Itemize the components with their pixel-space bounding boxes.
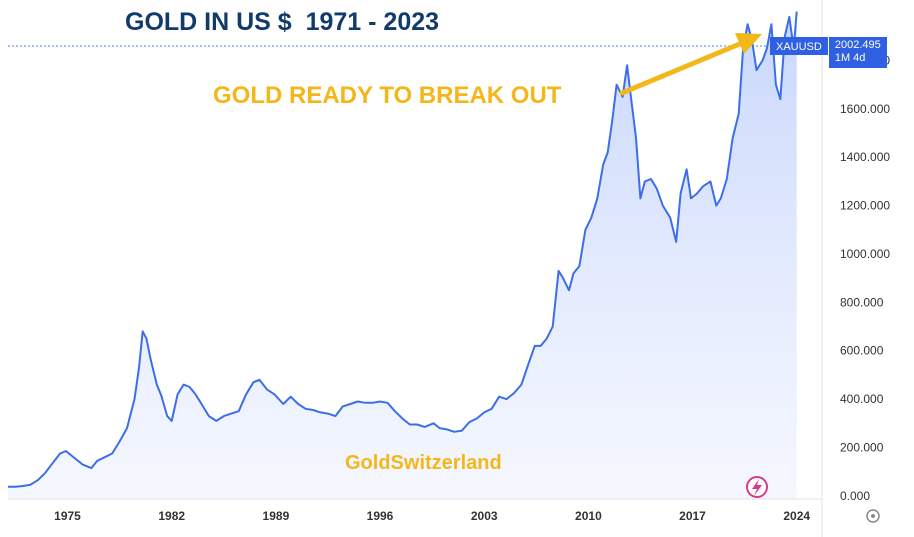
y-tick-label: 1600.000 [840,102,890,116]
breakout-annotation: GOLD READY TO BREAK OUT [213,82,562,109]
x-tick-label: 2017 [679,509,706,523]
lightning-icon[interactable] [746,476,768,498]
x-tick-label: 1989 [263,509,290,523]
time-remaining: 1M 4d [834,52,866,64]
price-value: 2002.495 [834,39,881,51]
y-tick-label: 1000.000 [840,247,890,261]
arrow-head [735,33,762,54]
y-tick-label: 400.000 [840,392,884,406]
y-tick-label: 0.000 [840,489,870,503]
symbol-badge: XAUUSD [770,37,828,55]
price-badge: 2002.495 1M 4d [828,37,887,68]
x-tick-label: 2003 [471,509,498,523]
settings-icon[interactable] [866,509,880,523]
y-tick-label: 200.000 [840,441,884,455]
price-area-fill [8,11,797,499]
price-line [8,11,798,488]
chart-title: GOLD IN US $ 1971 - 2023 [125,8,440,36]
y-tick-label: 800.000 [840,295,884,309]
goldswitzerland-watermark: GoldSwitzerland [345,452,502,474]
x-tick-label: 1996 [367,509,394,523]
x-tick-label: 1982 [158,509,185,523]
x-tick-label: 2024 [783,509,810,523]
y-tick-label: 1400.000 [840,150,890,164]
x-tick-label: 2010 [575,509,602,523]
x-tick-label: 1975 [54,509,81,523]
current-price-label: XAUUSD 2002.495 1M 4d [770,37,887,68]
y-tick-label: 1200.000 [840,199,890,213]
arrow-shaft [619,40,745,96]
y-tick-label: 600.000 [840,344,884,358]
